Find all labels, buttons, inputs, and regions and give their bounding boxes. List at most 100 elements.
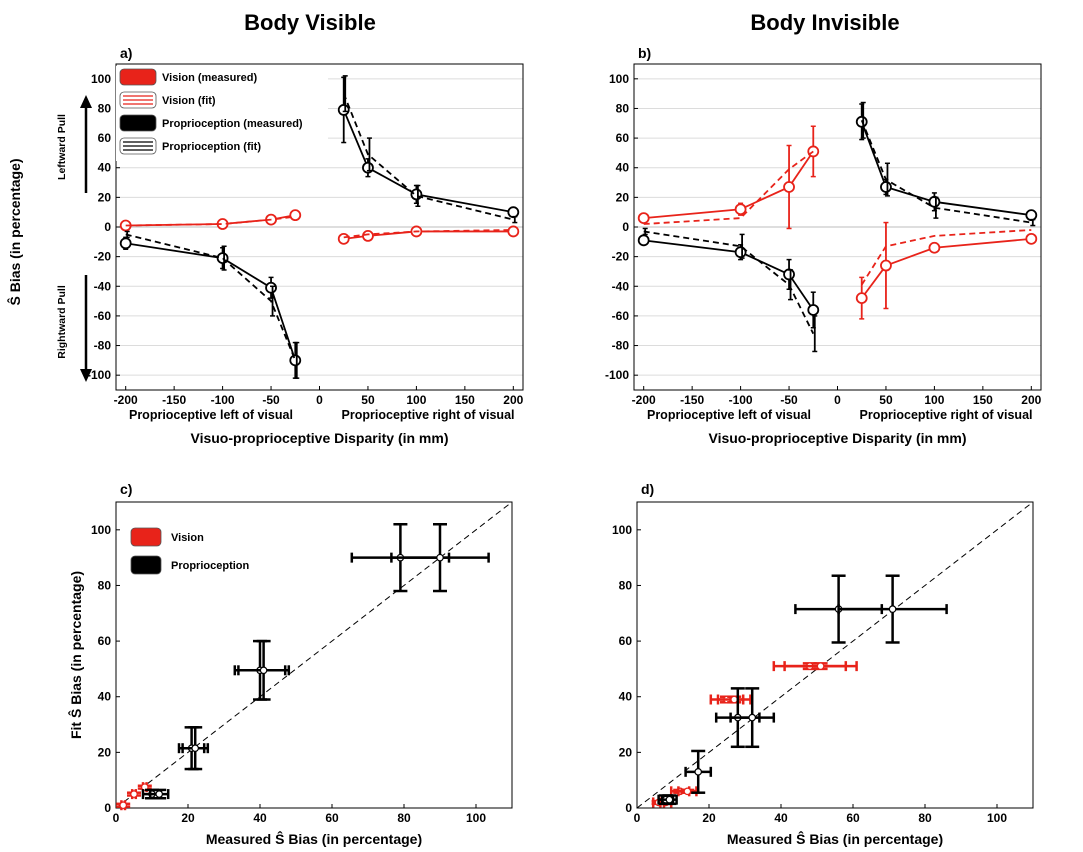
data-point xyxy=(1025,232,1038,245)
y-tick-label: -60 xyxy=(94,309,112,323)
series-line xyxy=(125,242,297,361)
x-tick-label: 60 xyxy=(846,811,860,825)
x-tick-label: 100 xyxy=(924,393,944,407)
y-tick-label: -40 xyxy=(612,279,630,293)
data-point xyxy=(289,354,302,367)
y-tick-label: 80 xyxy=(616,101,630,115)
legend: Vision Proprioception xyxy=(130,527,250,575)
legend-label: Proprioception (measured) xyxy=(162,118,303,130)
y-tick-label: 60 xyxy=(98,131,112,145)
panel-label: a) xyxy=(120,45,132,61)
y-tick-label: 40 xyxy=(98,690,112,704)
y-tick-label: 60 xyxy=(619,634,633,648)
panel-label: d) xyxy=(641,481,654,497)
y-tick-label: 40 xyxy=(616,161,630,175)
x-tick-label: 50 xyxy=(361,393,375,407)
x-tick-label: 40 xyxy=(774,811,788,825)
series-line xyxy=(125,233,297,361)
legend: Vision (measured) Vision (fit) Propriocept… xyxy=(116,66,328,161)
data-point xyxy=(191,744,200,752)
data-point xyxy=(265,281,277,294)
panel-c: 0 20 40 60 80 100 0 20 40 60 80 100 c) Measured Ŝ Bia… xyxy=(67,481,513,847)
rightward-pull-label: Rightward Pull xyxy=(56,285,68,359)
rightward-pull-arrow xyxy=(80,275,92,382)
x-tick-label: 0 xyxy=(834,393,841,407)
left-sublabel: Proprioceptive left of visual xyxy=(129,408,293,422)
y-tick-label: 40 xyxy=(619,690,633,704)
data-point xyxy=(730,695,739,704)
y-tick-label: -20 xyxy=(94,250,112,264)
series-line xyxy=(643,150,815,220)
x-axis-label: Measured Ŝ Bias (in percentage) xyxy=(727,830,943,847)
data-point xyxy=(337,232,350,245)
panel-d: 0 20 40 60 80 100 0 20 40 60 80 100 d) Measured Ŝ Bia… xyxy=(612,481,1034,847)
series-line xyxy=(643,239,815,311)
x-tick-label: 150 xyxy=(973,393,993,407)
legend-swatch xyxy=(119,68,157,86)
data-point xyxy=(807,304,820,316)
legend-label: Proprioception xyxy=(171,560,250,572)
x-tick-label: 80 xyxy=(397,811,411,825)
data-point xyxy=(119,801,128,810)
y-tick-label: 20 xyxy=(619,745,633,759)
x-tick-label: 200 xyxy=(503,393,523,407)
y-tick-label: -100 xyxy=(605,368,629,382)
title-body-invisible: Body Invisible xyxy=(750,10,899,35)
data-point xyxy=(783,181,795,193)
y-tick-label: 100 xyxy=(609,72,629,86)
y-tick-label: 100 xyxy=(612,523,632,537)
y-tick-label: 60 xyxy=(98,634,112,648)
x-tick-label: -200 xyxy=(632,393,656,407)
series-line xyxy=(860,229,1032,286)
identity-line xyxy=(115,501,513,809)
data-point xyxy=(683,787,692,796)
leftward-pull-label: Leftward Pull xyxy=(56,114,68,180)
x-tick-label: 40 xyxy=(253,811,267,825)
series-line xyxy=(643,150,814,225)
data-point xyxy=(880,259,892,272)
x-axis-label: Visuo-proprioceptive Disparity (in mm) xyxy=(190,430,448,446)
x-tick-label: -150 xyxy=(680,393,704,407)
data-point xyxy=(436,553,444,562)
legend-label: Proprioception (fit) xyxy=(162,141,261,153)
y-tick-label: 80 xyxy=(619,578,633,592)
y-tick-label: 20 xyxy=(98,190,112,204)
x-tick-label: 0 xyxy=(316,393,323,407)
y-tick-label: -80 xyxy=(612,339,630,353)
y-tick-label: 0 xyxy=(625,801,632,815)
series-line xyxy=(125,215,296,227)
x-tick-label: -150 xyxy=(162,393,186,407)
y-tick-label: 80 xyxy=(98,578,112,592)
legend-label: Vision xyxy=(171,532,204,544)
x-tick-label: 150 xyxy=(455,393,475,407)
data-point xyxy=(734,203,747,216)
y-tick-label: 80 xyxy=(98,101,112,115)
y-tick-label: 20 xyxy=(616,190,630,204)
x-axis-label: Measured Ŝ Bias (in percentage) xyxy=(206,830,422,847)
legend-swatch xyxy=(130,527,162,547)
data-point xyxy=(155,790,164,798)
legend-swatch xyxy=(119,114,157,132)
x-tick-label: 100 xyxy=(987,811,1007,825)
y-tick-label: 0 xyxy=(104,220,111,234)
series-line xyxy=(860,119,1032,224)
data-point xyxy=(734,246,747,259)
data-point xyxy=(855,292,868,305)
series-line xyxy=(342,109,514,214)
legend-label: Vision (fit) xyxy=(162,95,216,107)
panel-label: c) xyxy=(120,481,132,497)
leftward-pull-arrow xyxy=(80,95,92,193)
y-tick-label: -60 xyxy=(612,309,630,323)
y-tick-label: 100 xyxy=(91,72,111,86)
y-tick-label: 60 xyxy=(616,131,630,145)
right-sublabel: Proprioceptive right of visual xyxy=(342,408,515,422)
panel-label: b) xyxy=(638,45,651,61)
series-line xyxy=(861,237,1032,299)
x-tick-label: 50 xyxy=(879,393,893,407)
x-tick-label: 100 xyxy=(406,393,426,407)
x-tick-label: -100 xyxy=(211,393,235,407)
x-tick-label: 0 xyxy=(634,811,641,825)
